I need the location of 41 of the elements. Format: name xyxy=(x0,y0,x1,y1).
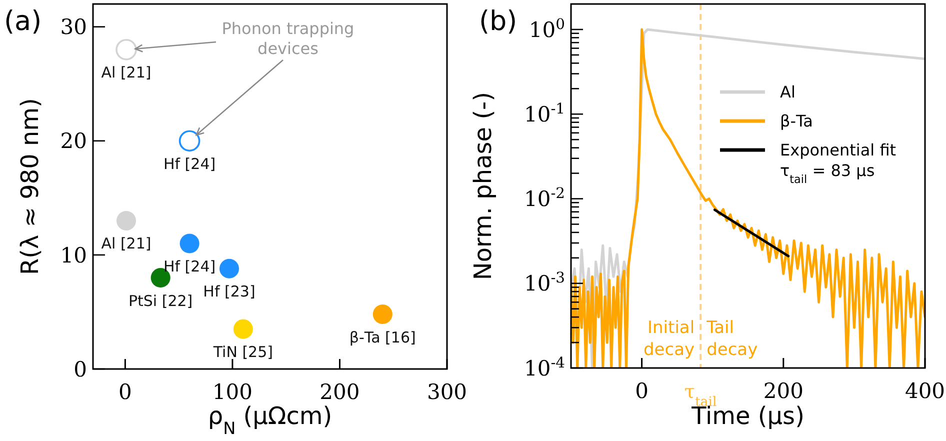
annotation: τ$_{tail}$ = 83 μs xyxy=(780,161,875,186)
annotation: PtSi [22] xyxy=(128,292,193,310)
legend-label: Exponential fit xyxy=(780,140,896,160)
chart-title: (b) xyxy=(479,6,518,37)
x-tick-label: 200 xyxy=(320,380,360,404)
y-tick-label: 10 xyxy=(60,243,87,268)
annotation: Hf [24] xyxy=(163,154,216,173)
x-tick-label: 0 xyxy=(635,379,648,403)
y-tick-label: 10$^{-1}$ xyxy=(524,100,565,126)
point xyxy=(219,258,240,278)
x-tick-label: 400 xyxy=(904,379,946,403)
y-tick-label: 10$^{-4}$ xyxy=(524,354,565,380)
y-tick-label: 20 xyxy=(60,129,87,154)
annotation: Al [21] xyxy=(101,234,152,253)
y-axis-title: R(λ ≈ 980 nm) xyxy=(16,98,44,275)
y-tick-label: 30 xyxy=(60,15,87,40)
point xyxy=(233,319,253,339)
annotation: Phonon trapping devices xyxy=(222,19,354,58)
x-tick-label: 200 xyxy=(763,379,804,403)
annotation: Initial decay xyxy=(643,318,695,360)
y-tick-label: 10$^{-2}$ xyxy=(524,184,565,212)
legend-label: Al xyxy=(780,82,796,102)
x-tick-label: 100 xyxy=(212,380,252,404)
annotation: Hf [24] xyxy=(163,258,216,276)
annotation: Al [21] xyxy=(101,64,152,82)
point xyxy=(116,38,137,60)
annotation: Tail decay xyxy=(706,318,758,360)
annotation: TiN [25] xyxy=(212,343,274,362)
legend-label: β-Ta xyxy=(780,112,813,131)
annotation: Hf [23] xyxy=(203,282,256,301)
chart-title: (a) xyxy=(4,6,42,37)
y-axis-title: Norm. phase (-) xyxy=(469,92,497,280)
y-tick-label: 10$^{-3}$ xyxy=(524,269,565,296)
point xyxy=(372,304,392,324)
x-axis-title: ρ$_{N}$ (μΩcm) xyxy=(208,402,332,438)
y-tick-label: 0 xyxy=(74,357,87,382)
x-tick-label: 300 xyxy=(426,380,468,404)
point xyxy=(180,234,200,254)
annotation: β-Ta [16] xyxy=(349,328,416,346)
x-tick-label: 0 xyxy=(118,380,132,404)
y-tick-label: 10$^{0}$ xyxy=(528,15,565,42)
